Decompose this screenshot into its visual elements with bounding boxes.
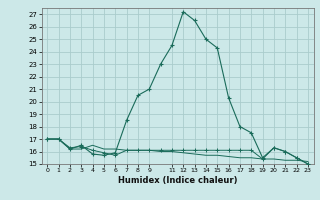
- X-axis label: Humidex (Indice chaleur): Humidex (Indice chaleur): [118, 176, 237, 185]
